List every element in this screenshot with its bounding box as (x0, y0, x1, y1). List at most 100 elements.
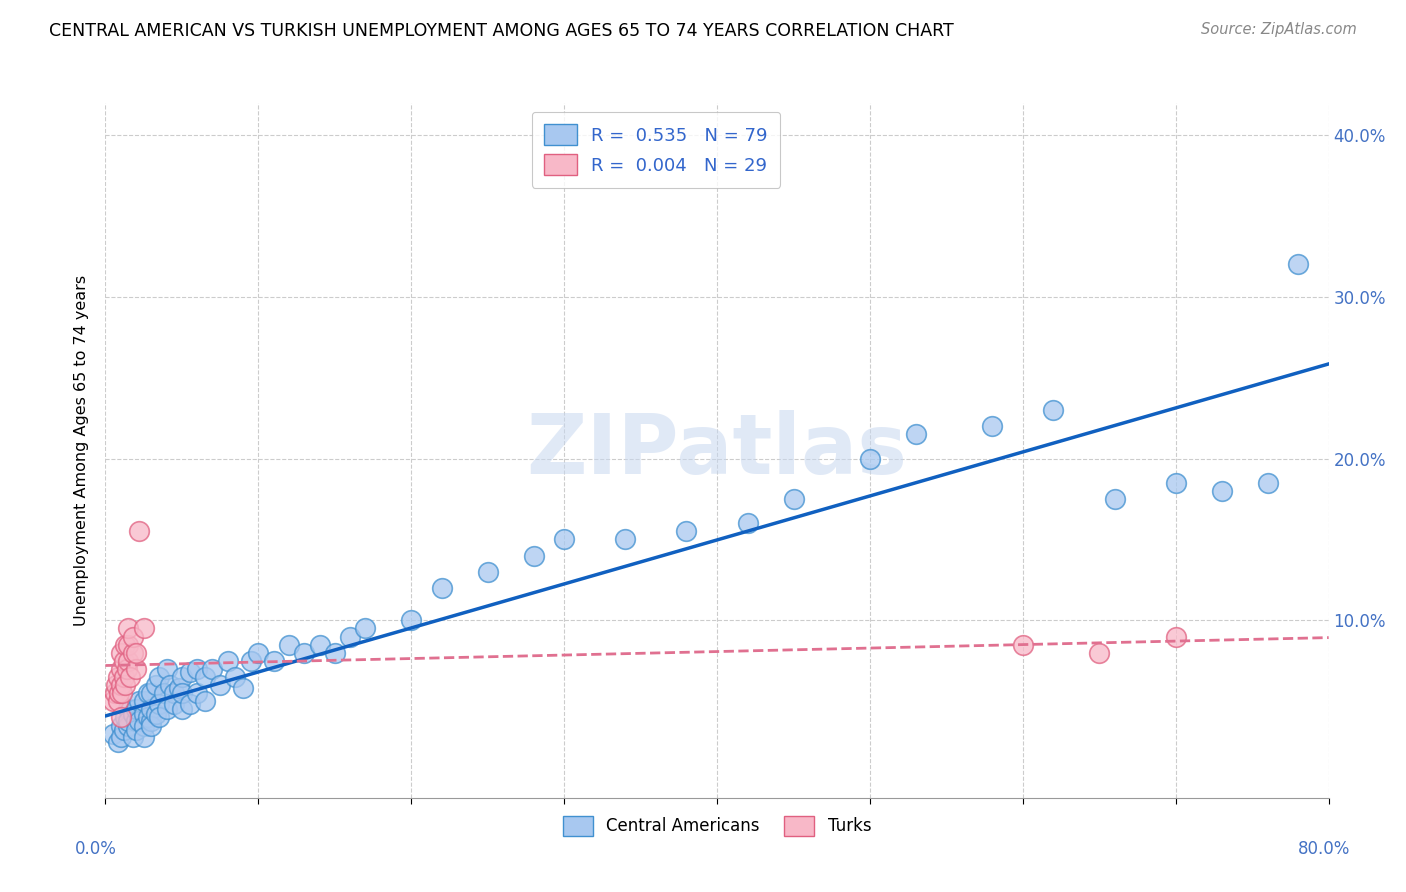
Point (122, 707, 145, 722)
Point (523, 549, 546, 563)
Point (1286, 257, 1309, 271)
Point (110, 678, 132, 692)
Point (179, 665, 201, 680)
Point (148, 710, 170, 724)
Point (132, 622, 155, 636)
Point (1088, 646, 1111, 660)
Point (186, 662, 208, 676)
Point (163, 698, 186, 712)
Point (201, 662, 224, 676)
Text: 0.0%: 0.0% (75, 840, 117, 858)
Point (128, 714, 150, 728)
Point (981, 419, 1004, 434)
Point (117, 702, 139, 716)
Point (186, 686, 208, 700)
Point (247, 646, 270, 660)
Point (141, 686, 163, 700)
Point (117, 654, 139, 668)
Text: 80.0%: 80.0% (1298, 840, 1351, 858)
Point (155, 662, 177, 676)
Point (209, 678, 232, 692)
Point (107, 735, 129, 749)
Point (110, 710, 132, 724)
Point (132, 694, 155, 708)
Point (125, 662, 148, 676)
Point (117, 714, 139, 728)
Point (782, 491, 804, 506)
Point (859, 451, 882, 466)
Point (323, 646, 346, 660)
Point (145, 707, 167, 722)
Text: ZIPatlas: ZIPatlas (527, 410, 907, 491)
Point (179, 698, 201, 712)
Point (114, 638, 136, 652)
Point (170, 670, 193, 684)
Point (110, 646, 132, 660)
Point (132, 718, 155, 732)
Point (170, 686, 193, 700)
Point (167, 681, 190, 696)
Point (159, 678, 181, 692)
Point (136, 710, 159, 724)
Point (308, 638, 330, 652)
Point (145, 678, 167, 692)
Point (194, 670, 217, 684)
Point (148, 670, 170, 684)
Text: CENTRAL AMERICAN VS TURKISH UNEMPLOYMENT AMONG AGES 65 TO 74 YEARS CORRELATION C: CENTRAL AMERICAN VS TURKISH UNEMPLOYMENT… (49, 22, 953, 40)
Point (163, 686, 186, 700)
Point (104, 686, 127, 700)
Point (117, 638, 139, 652)
Point (114, 678, 136, 692)
Point (224, 670, 246, 684)
Point (339, 630, 361, 644)
Point (152, 686, 174, 700)
Point (115, 662, 138, 676)
Point (136, 686, 159, 700)
Point (292, 646, 315, 660)
Point (122, 646, 145, 660)
Point (125, 714, 148, 728)
Point (430, 581, 453, 595)
Point (108, 686, 131, 700)
Point (128, 694, 150, 708)
Text: Source: ZipAtlas.com: Source: ZipAtlas.com (1201, 22, 1357, 37)
Point (263, 654, 285, 668)
Point (114, 710, 136, 724)
Point (122, 630, 145, 644)
Point (107, 694, 129, 708)
Point (277, 638, 299, 652)
Point (737, 516, 759, 531)
Point (1011, 638, 1033, 652)
Point (105, 678, 128, 692)
Point (675, 524, 697, 539)
Point (239, 654, 262, 668)
Point (354, 622, 377, 636)
Point (101, 726, 124, 740)
Point (399, 613, 422, 627)
Point (904, 427, 927, 442)
Point (110, 730, 132, 744)
Legend: Central Americans, Turks: Central Americans, Turks (555, 810, 879, 842)
Point (155, 702, 177, 716)
Point (117, 622, 139, 636)
Point (194, 694, 217, 708)
Point (112, 723, 135, 738)
Point (110, 718, 132, 732)
Point (141, 702, 163, 716)
Point (132, 707, 155, 722)
Point (1256, 475, 1278, 490)
Point (101, 694, 124, 708)
Point (477, 565, 499, 579)
Point (217, 654, 239, 668)
Point (1211, 483, 1233, 498)
Point (141, 714, 163, 728)
Point (1042, 403, 1064, 417)
Y-axis label: Unemployment Among Ages 65 to 74 years: Unemployment Among Ages 65 to 74 years (73, 275, 89, 626)
Point (148, 698, 170, 712)
Point (110, 662, 132, 676)
Point (232, 681, 254, 696)
Point (1164, 475, 1187, 490)
Point (141, 718, 163, 732)
Point (122, 730, 145, 744)
Point (125, 702, 148, 716)
